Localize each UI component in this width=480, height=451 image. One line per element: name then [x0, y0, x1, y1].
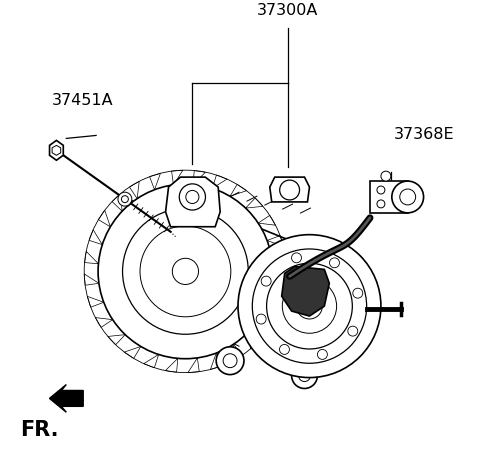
Polygon shape	[270, 177, 310, 202]
Circle shape	[280, 180, 300, 200]
Polygon shape	[144, 354, 159, 368]
Polygon shape	[108, 335, 125, 345]
Polygon shape	[246, 198, 263, 208]
Circle shape	[121, 196, 128, 202]
Circle shape	[122, 208, 248, 334]
Polygon shape	[193, 170, 205, 184]
Polygon shape	[84, 251, 98, 264]
Polygon shape	[52, 145, 60, 155]
Circle shape	[140, 226, 231, 317]
Polygon shape	[89, 230, 102, 244]
Text: 37451A: 37451A	[51, 92, 113, 108]
Circle shape	[392, 181, 423, 213]
Circle shape	[261, 276, 271, 286]
Polygon shape	[258, 216, 276, 225]
Text: 37368E: 37368E	[394, 127, 455, 143]
Text: FR.: FR.	[20, 420, 58, 440]
Polygon shape	[268, 298, 282, 313]
Polygon shape	[282, 267, 329, 316]
Circle shape	[279, 345, 289, 354]
Circle shape	[98, 184, 273, 359]
Polygon shape	[166, 177, 220, 227]
Circle shape	[238, 235, 381, 377]
Polygon shape	[49, 385, 83, 412]
Circle shape	[223, 354, 237, 368]
Circle shape	[186, 190, 199, 203]
Polygon shape	[96, 318, 113, 327]
Circle shape	[348, 326, 358, 336]
Polygon shape	[212, 175, 227, 188]
Circle shape	[377, 186, 385, 194]
Polygon shape	[231, 344, 241, 361]
Polygon shape	[188, 358, 199, 373]
Circle shape	[299, 370, 311, 382]
Circle shape	[317, 350, 327, 359]
Polygon shape	[130, 181, 139, 198]
Circle shape	[377, 200, 385, 208]
Polygon shape	[84, 274, 99, 285]
Text: 37300A: 37300A	[257, 3, 318, 18]
Polygon shape	[87, 296, 104, 307]
Polygon shape	[124, 346, 141, 359]
Polygon shape	[267, 235, 284, 246]
Circle shape	[297, 293, 323, 319]
Circle shape	[400, 189, 416, 205]
Polygon shape	[166, 359, 178, 372]
Circle shape	[282, 279, 336, 333]
Circle shape	[353, 288, 363, 298]
Circle shape	[172, 258, 199, 285]
Circle shape	[216, 347, 244, 375]
Circle shape	[266, 263, 352, 349]
Polygon shape	[98, 210, 110, 227]
Polygon shape	[210, 353, 221, 369]
Circle shape	[292, 363, 317, 388]
Polygon shape	[370, 181, 408, 213]
Polygon shape	[249, 331, 259, 349]
Polygon shape	[272, 258, 287, 269]
Polygon shape	[171, 170, 183, 185]
Circle shape	[381, 171, 391, 181]
Circle shape	[118, 192, 132, 206]
Polygon shape	[261, 316, 273, 332]
Polygon shape	[112, 194, 122, 211]
Circle shape	[291, 253, 301, 263]
Circle shape	[329, 258, 339, 268]
Circle shape	[179, 184, 205, 210]
Circle shape	[252, 249, 367, 363]
Polygon shape	[49, 140, 63, 160]
Polygon shape	[150, 173, 160, 190]
Polygon shape	[273, 279, 286, 291]
Polygon shape	[230, 184, 247, 196]
Circle shape	[256, 314, 266, 324]
